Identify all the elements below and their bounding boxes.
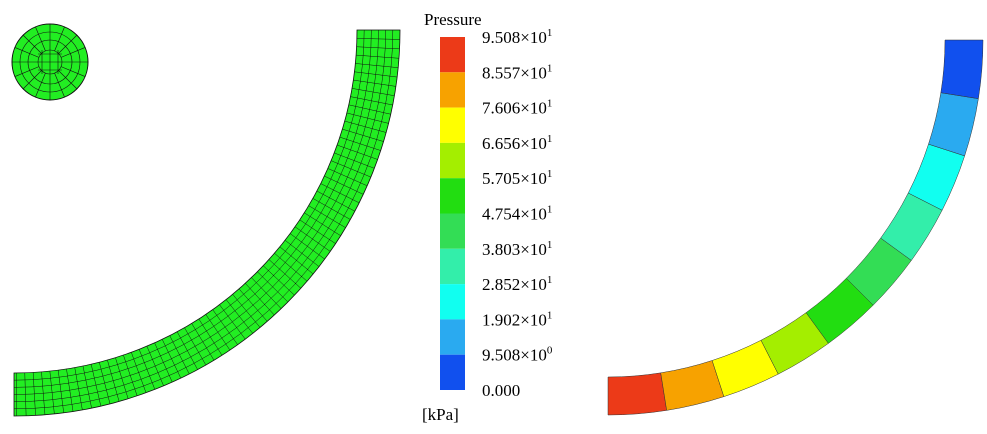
colorbar-label: 3.803×101: [482, 239, 552, 259]
colorbar-label: 8.557×101: [482, 62, 552, 82]
mesh-view: [12, 24, 400, 416]
label-exponent: 1: [547, 98, 553, 110]
label-exponent: 1: [547, 274, 553, 286]
label-mantissa: 2.852×10: [482, 275, 547, 294]
label-mantissa: 8.557×10: [482, 63, 547, 82]
label-mantissa: 9.508×10: [482, 346, 547, 365]
contour-band: [929, 93, 979, 156]
label-exponent: 1: [547, 62, 553, 74]
colorbar-label: 5.705×101: [482, 168, 552, 188]
label-exponent: 0: [547, 345, 553, 357]
label-mantissa: 5.705×10: [482, 169, 547, 188]
label-exponent: 1: [547, 204, 553, 216]
colorbar-band: [440, 355, 465, 390]
legend-unit: [kPa]: [422, 405, 459, 424]
colorbar-band: [440, 249, 465, 284]
label-mantissa: 0.000: [482, 381, 520, 400]
colorbar-band: [440, 214, 465, 249]
colorbar-band: [440, 319, 465, 354]
colorbar-label: 2.852×101: [482, 274, 552, 294]
colorbar-band: [440, 178, 465, 213]
colorbar-label: 1.902×101: [482, 309, 552, 329]
colorbar-label: 9.508×101: [482, 27, 552, 47]
colorbar-band: [440, 37, 465, 72]
label-exponent: 1: [547, 168, 553, 180]
colorbar-label: 7.606×101: [482, 98, 552, 118]
colorbar-band: [440, 108, 465, 143]
label-mantissa: 1.902×10: [482, 310, 547, 329]
label-mantissa: 4.754×10: [482, 205, 547, 224]
colorbar: 9.508×1018.557×1017.606×1016.656×1015.70…: [440, 27, 553, 400]
colorbar-label: 6.656×101: [482, 133, 552, 153]
colorbar-band: [440, 143, 465, 178]
contour-band: [941, 40, 983, 99]
colorbar-band: [440, 72, 465, 107]
colorbar-label: 9.508×100: [482, 345, 553, 365]
label-mantissa: 3.803×10: [482, 240, 547, 259]
legend-title: Pressure: [424, 10, 482, 29]
label-mantissa: 7.606×10: [482, 99, 547, 118]
label-exponent: 1: [547, 27, 553, 39]
contour-view: [608, 40, 983, 415]
contour-band: [608, 373, 667, 415]
colorbar-label: 4.754×101: [482, 204, 552, 224]
label-exponent: 1: [547, 239, 553, 251]
label-mantissa: 6.656×10: [482, 134, 547, 153]
label-mantissa: 9.508×10: [482, 28, 547, 47]
label-exponent: 1: [547, 133, 553, 145]
label-exponent: 1: [547, 309, 553, 321]
colorbar-label: 0.000: [482, 381, 520, 400]
colorbar-band: [440, 284, 465, 319]
